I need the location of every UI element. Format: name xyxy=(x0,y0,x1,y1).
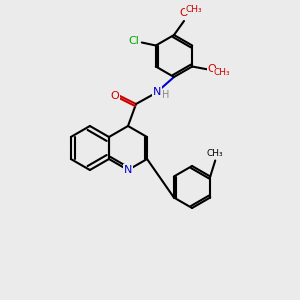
Text: O: O xyxy=(208,64,217,74)
Text: N: N xyxy=(124,165,132,175)
Text: O: O xyxy=(111,91,119,101)
Text: CH₃: CH₃ xyxy=(186,4,202,14)
Text: O: O xyxy=(180,8,188,18)
Text: Cl: Cl xyxy=(128,37,139,46)
Text: H: H xyxy=(162,90,170,100)
Text: CH₃: CH₃ xyxy=(214,68,230,77)
Text: N: N xyxy=(153,87,161,97)
Text: CH₃: CH₃ xyxy=(207,149,224,158)
